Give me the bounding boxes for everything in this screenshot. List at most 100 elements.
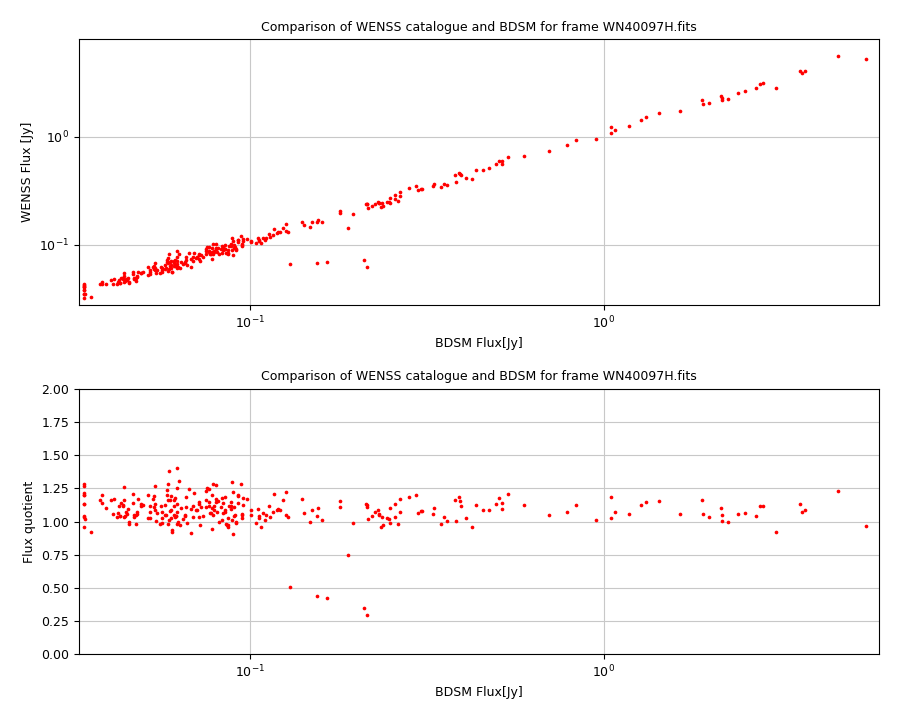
Point: [495, 156, 509, 167]
Point: [230, 234, 245, 246]
Point: [249, 517, 264, 528]
Point: [210, 507, 224, 518]
Point: [209, 243, 223, 255]
Point: [196, 510, 211, 521]
Point: [168, 512, 183, 523]
Point: [797, 66, 812, 77]
Point: [749, 510, 763, 521]
Point: [756, 77, 770, 89]
Title: Comparison of WENSS catalogue and BDSM for frame WN40097H.fits: Comparison of WENSS catalogue and BDSM f…: [261, 21, 698, 34]
Point: [560, 139, 574, 150]
Point: [310, 257, 324, 269]
Point: [169, 498, 184, 510]
Point: [230, 244, 244, 256]
Point: [199, 243, 213, 254]
Point: [218, 243, 232, 254]
Point: [367, 506, 382, 518]
Point: [372, 508, 386, 519]
Point: [129, 518, 143, 530]
Point: [169, 251, 184, 262]
Point: [167, 257, 182, 269]
Point: [266, 229, 281, 240]
Point: [393, 506, 408, 518]
Point: [500, 488, 515, 500]
Point: [133, 500, 148, 512]
Point: [177, 509, 192, 521]
Point: [148, 264, 162, 276]
Point: [76, 511, 91, 523]
Point: [111, 507, 125, 518]
Point: [434, 181, 448, 193]
Point: [224, 503, 238, 514]
Point: [150, 264, 165, 276]
Point: [448, 494, 463, 505]
Point: [113, 498, 128, 509]
Point: [193, 519, 207, 531]
Point: [161, 515, 176, 526]
Point: [374, 197, 389, 209]
Point: [169, 246, 184, 257]
Point: [170, 258, 184, 269]
Point: [453, 495, 467, 506]
Point: [164, 262, 178, 274]
Point: [133, 267, 148, 279]
Point: [205, 523, 220, 535]
Point: [281, 226, 295, 238]
Point: [117, 511, 131, 523]
Point: [171, 261, 185, 273]
Point: [249, 238, 264, 249]
X-axis label: BDSM Flux[Jy]: BDSM Flux[Jy]: [436, 686, 523, 699]
Point: [147, 264, 161, 275]
Point: [219, 518, 233, 530]
Point: [212, 248, 227, 260]
Point: [793, 498, 807, 510]
Point: [184, 253, 198, 264]
Point: [129, 510, 143, 521]
Point: [281, 512, 295, 523]
Point: [113, 272, 128, 284]
Point: [495, 497, 509, 508]
Point: [170, 262, 184, 274]
Point: [150, 507, 165, 518]
Point: [213, 243, 228, 255]
Point: [517, 499, 531, 510]
Point: [169, 462, 184, 474]
Point: [164, 512, 178, 523]
Point: [225, 476, 239, 487]
Point: [696, 508, 710, 519]
Point: [227, 242, 241, 253]
Point: [254, 238, 268, 249]
Point: [380, 196, 394, 207]
Point: [185, 255, 200, 266]
Point: [78, 513, 93, 524]
Point: [165, 266, 179, 277]
Point: [715, 509, 729, 521]
Point: [148, 490, 162, 502]
Point: [172, 475, 186, 487]
Point: [193, 256, 207, 267]
Point: [294, 493, 309, 505]
Point: [78, 288, 93, 300]
Point: [230, 490, 245, 501]
Point: [110, 278, 124, 289]
Point: [603, 127, 617, 139]
Point: [186, 500, 201, 512]
Point: [115, 273, 130, 284]
Point: [194, 501, 208, 513]
Point: [76, 498, 91, 510]
Point: [184, 503, 198, 515]
Point: [267, 223, 282, 235]
Point: [673, 508, 688, 520]
Point: [458, 513, 473, 524]
Point: [93, 495, 107, 506]
Point: [333, 495, 347, 507]
Point: [176, 513, 191, 525]
Point: [279, 487, 293, 498]
Point: [158, 259, 173, 271]
Point: [452, 492, 466, 503]
Point: [364, 200, 379, 212]
Point: [164, 259, 178, 271]
Point: [130, 508, 144, 519]
Point: [167, 255, 182, 266]
Point: [358, 198, 373, 210]
